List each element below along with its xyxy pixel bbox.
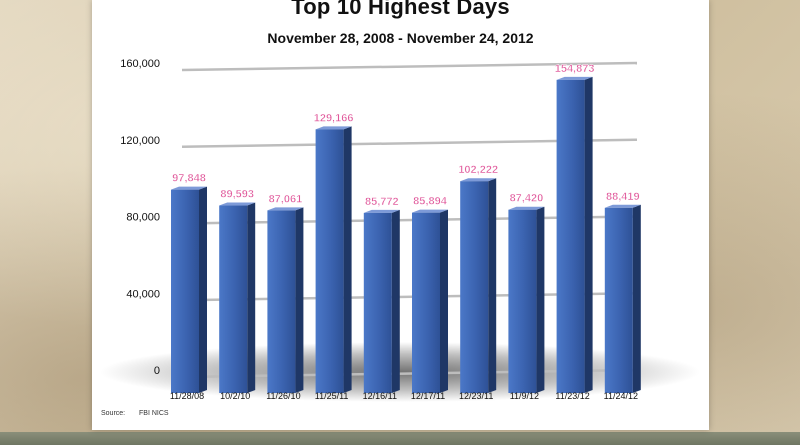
x-tick-label: 11/25/11 [315, 391, 349, 401]
bar [412, 209, 448, 393]
x-tick-label: 11/23/12 [555, 391, 589, 401]
bar-side [440, 209, 448, 393]
x-tick-label: 12/23/11 [459, 391, 493, 401]
bar [460, 178, 497, 393]
bar-top [363, 209, 400, 213]
bar-front [508, 209, 537, 393]
x-tick-label: 12/17/11 [411, 391, 445, 401]
bars [171, 76, 641, 393]
y-tick-label: 40,000 [126, 288, 160, 300]
x-tick-label: 10/2/10 [220, 391, 250, 401]
bar-front [556, 79, 585, 393]
value-label: 87,420 [510, 193, 544, 205]
bar-top [315, 126, 352, 130]
value-label: 89,593 [220, 189, 254, 201]
y-tick-label: 160,000 [120, 58, 160, 70]
bar-side [488, 178, 497, 393]
bar-side [536, 206, 545, 393]
y-tick-label: 80,000 [126, 212, 160, 224]
x-tick-label: 11/9/12 [510, 391, 539, 401]
y-tick-label: 120,000 [120, 135, 160, 147]
bar-top [508, 206, 545, 210]
bar-front [315, 129, 344, 393]
bar-front [171, 189, 199, 393]
bar-top [219, 202, 256, 206]
bottom-strip [0, 432, 800, 445]
y-axis: 0 40,000 80,000 120,000 160,000 [120, 58, 160, 377]
bar-top [556, 76, 593, 80]
value-label: 87,061 [269, 193, 303, 205]
gridline [181, 61, 638, 72]
x-tick-label: 11/28/08 [170, 391, 204, 401]
bar-top [460, 178, 497, 182]
bar-front [604, 207, 633, 393]
bar-side [391, 209, 400, 393]
value-label: 85,772 [365, 196, 399, 208]
bar-top [604, 204, 641, 208]
bar [315, 126, 352, 393]
bar [267, 207, 304, 393]
value-label: 85,894 [413, 196, 448, 208]
bar-side [247, 202, 256, 393]
value-label: 154,873 [555, 63, 595, 75]
x-tick-label: 11/26/10 [266, 391, 300, 401]
x-tick-label: 11/24/12 [604, 391, 638, 401]
value-labels: 97,848 89,593 87,061 129,166 85,772 85,894 102… [172, 63, 640, 208]
source-label: Source: [101, 410, 126, 417]
bar-side [632, 204, 641, 393]
bar-front [363, 212, 392, 393]
bar [171, 186, 207, 393]
bar-side [584, 76, 593, 393]
bar-top [171, 186, 207, 190]
bar-front [460, 181, 489, 393]
bar [556, 76, 593, 393]
chart-subtitle: November 28, 2008 - November 24, 2012 [267, 30, 534, 46]
value-label: 102,222 [458, 164, 498, 176]
source-value: FBI NICS [139, 410, 169, 417]
x-tick-label: 12/16/11 [363, 391, 397, 401]
bar [508, 206, 545, 393]
bar-top [412, 209, 448, 213]
x-axis: 11/28/08 10/2/10 11/26/10 11/25/11 12/16/11 1… [170, 391, 638, 401]
value-label: 97,848 [172, 173, 206, 185]
bar-front [219, 205, 248, 393]
bar-side [295, 207, 304, 393]
bar-front [412, 212, 440, 393]
value-label: 129,166 [314, 112, 354, 124]
chart-title: Top 10 Highest Days [291, 0, 510, 19]
bar-side [343, 126, 352, 393]
value-label: 88,419 [606, 191, 640, 203]
y-tick-label: 0 [154, 365, 160, 377]
bar-side [199, 186, 207, 393]
bar-front [267, 210, 296, 393]
bar [604, 204, 641, 393]
bar [219, 202, 256, 393]
bar [363, 209, 400, 393]
bar-top [267, 207, 304, 211]
